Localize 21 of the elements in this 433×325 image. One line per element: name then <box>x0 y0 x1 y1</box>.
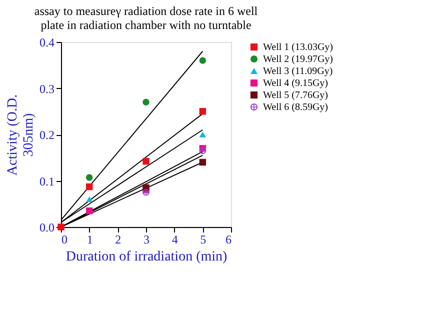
legend-label: Well 1 (13.03Gy) <box>263 42 334 53</box>
y-axis-title: Activity (O.D. 305nm) <box>6 94 36 176</box>
y-tick-label: 0.1 <box>40 174 54 188</box>
x-tick-label: 5 <box>200 232 206 246</box>
x-axis-title: Duration of irradiation (min) <box>66 250 228 264</box>
legend-label: Well 4 (9.15Gy) <box>263 78 328 89</box>
x-tick-label: 1 <box>86 232 93 246</box>
legend-label: Well 3 (11.09Gy) <box>263 66 333 77</box>
x-tick-label: 0 <box>62 232 68 246</box>
x-tick-label: 4 <box>172 232 178 246</box>
y-tick-label: 0.0 <box>40 220 54 234</box>
legend-label: Well 6 (8.59Gy) <box>263 102 328 113</box>
chart-title: assay to measureγ radiation dose rate in 6 well plate in radiation chamber with no turntable <box>34 4 258 32</box>
y-tick-label: 0.4 <box>40 36 54 50</box>
x-tick-label: 6 <box>226 232 232 246</box>
y-tick-label: 0.2 <box>40 128 54 142</box>
legend-label: Well 2 (19.97Gy) <box>263 54 334 65</box>
legend-label: Well 5 (7.76Gy) <box>263 90 328 101</box>
x-tick-label: 2 <box>115 232 122 246</box>
y-tick-label: 0.3 <box>40 82 54 96</box>
x-tick-label: 3 <box>144 232 150 246</box>
